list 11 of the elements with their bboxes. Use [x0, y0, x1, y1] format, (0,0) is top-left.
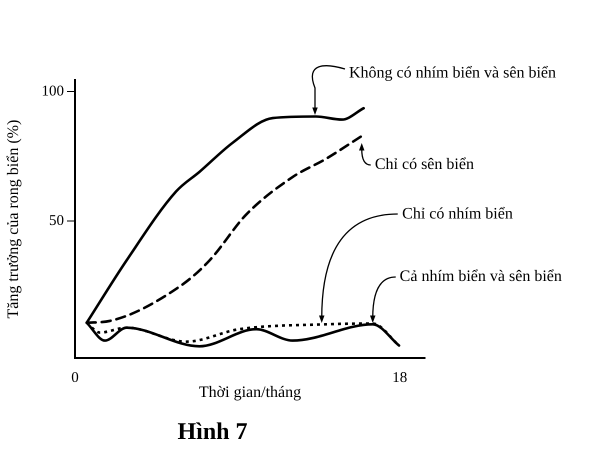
y-axis-title: Tăng trưởng của rong biển (%) [4, 120, 22, 319]
annotation: Chỉ có nhím biển [402, 206, 513, 222]
x-tick-label: 18 [392, 370, 408, 386]
y-tick-label: 100 [42, 84, 64, 100]
x-tick-label: 0 [71, 370, 79, 386]
text: Hình 7 [177, 418, 248, 445]
annotation: Chỉ có sên biển [374, 156, 474, 173]
x-axis-title: Thời gian/tháng [198, 384, 302, 401]
y-tick-label: 50 [49, 212, 64, 229]
annotation: Không có nhím biển và sên biển [348, 64, 556, 82]
annotation: Cả nhím biển và sên biển [400, 268, 562, 285]
